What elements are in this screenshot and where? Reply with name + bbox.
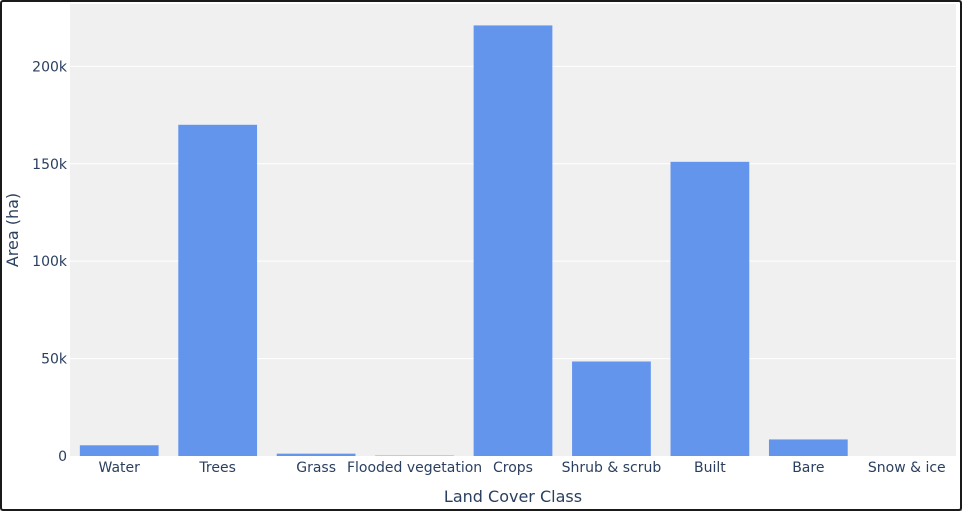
bar[interactable] <box>79 445 159 456</box>
bar[interactable] <box>572 361 651 456</box>
bar[interactable] <box>768 439 848 456</box>
x-tick-label: Water <box>99 460 141 476</box>
y-axis-title: Area (ha) <box>3 193 22 267</box>
bar[interactable] <box>178 124 258 457</box>
bar[interactable] <box>670 161 750 456</box>
bars <box>79 25 848 457</box>
y-tick-label: 50k <box>41 352 68 368</box>
x-axis-ticks: Water Trees Grass Flooded vegetation Crops Sh… <box>99 460 946 476</box>
bar[interactable] <box>473 25 553 457</box>
bar[interactable] <box>276 453 356 456</box>
y-tick-label: 100k <box>32 254 68 270</box>
x-tick-label: Crops <box>493 460 533 476</box>
y-tick-label: 200k <box>32 59 68 75</box>
x-tick-label: Trees <box>198 460 235 476</box>
x-tick-label: Snow & ice <box>868 460 946 476</box>
x-tick-label: Flooded vegetation <box>347 460 482 476</box>
y-axis-ticks: 0 50k 100k 150k 200k <box>32 59 68 465</box>
y-tick-label: 150k <box>32 157 68 173</box>
x-axis-title: Land Cover Class <box>444 487 582 506</box>
x-tick-label: Bare <box>792 460 824 476</box>
x-tick-label: Grass <box>296 460 336 476</box>
x-tick-label: Built <box>694 460 726 476</box>
y-tick-label: 0 <box>58 449 67 465</box>
x-tick-label: Shrub & scrub <box>562 460 662 476</box>
